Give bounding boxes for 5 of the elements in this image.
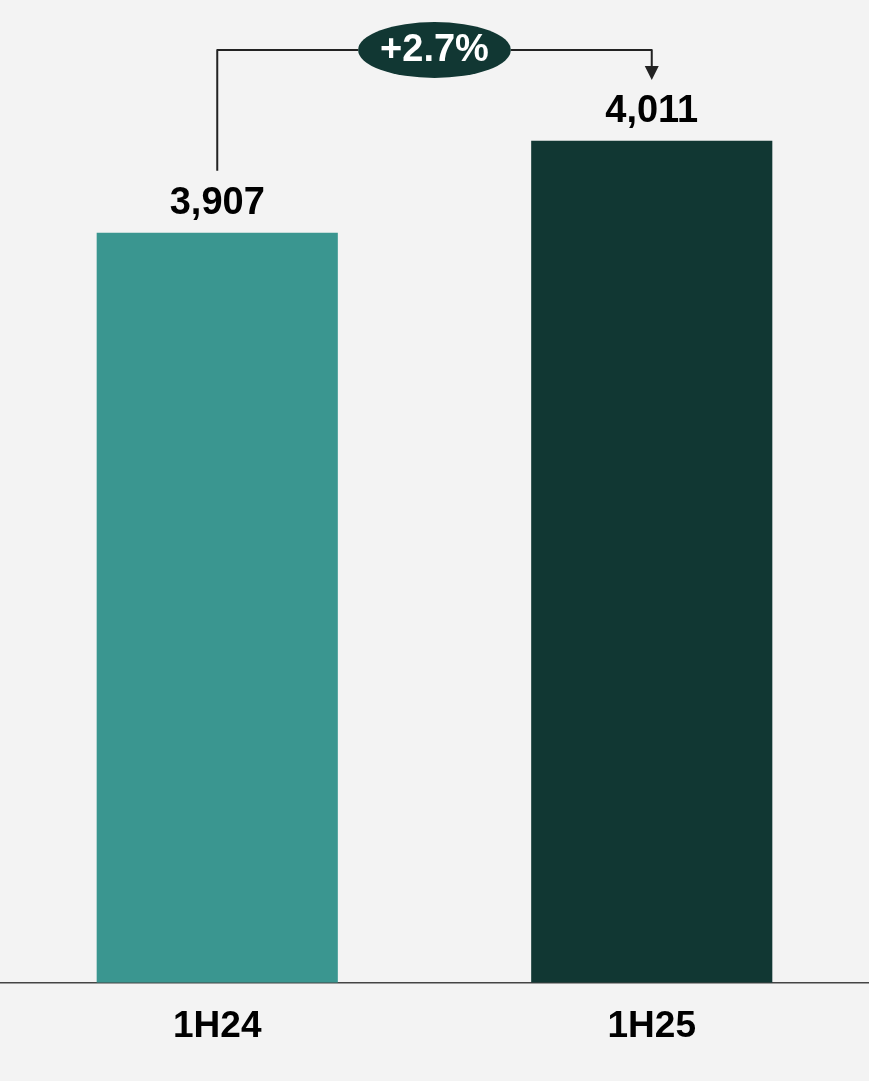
x-tick-label: 1H25 xyxy=(607,1004,696,1045)
data-label: 3,907 xyxy=(169,180,265,223)
data-label: 4,011 xyxy=(605,88,699,131)
x-tick-label: 1H24 xyxy=(173,1004,262,1045)
annotation: +2.7% xyxy=(380,27,489,70)
